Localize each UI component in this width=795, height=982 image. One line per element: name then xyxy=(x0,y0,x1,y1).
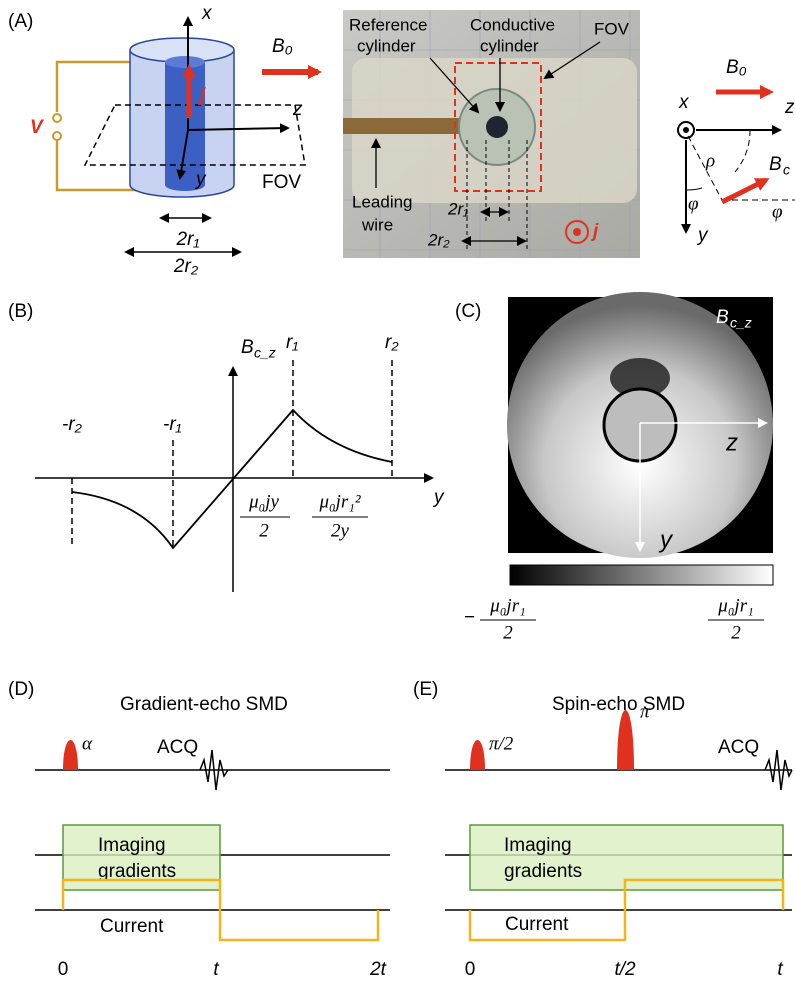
circle-shape xyxy=(53,114,61,122)
current-text: Current xyxy=(100,916,164,937)
title-text: Spin-echo SMD xyxy=(552,694,685,715)
reference-text: cylinder xyxy=(357,36,416,55)
voltage-text: V xyxy=(30,117,44,138)
current-text: Current xyxy=(505,914,569,935)
label-text: (E) xyxy=(413,679,438,700)
circle-shape xyxy=(53,132,61,140)
conductive-text: Conductive xyxy=(470,15,555,34)
line-shape xyxy=(688,136,722,200)
circle-shape xyxy=(683,127,689,133)
r1-text: r₁ xyxy=(286,332,298,353)
rect-shape xyxy=(343,118,473,134)
phi-1-text: φ xyxy=(688,193,699,214)
rect-shape xyxy=(510,565,773,585)
time-ticks-text: 2t xyxy=(369,959,387,980)
den-text: 2 xyxy=(731,622,741,643)
field-text: B₀ xyxy=(726,57,747,78)
field-c-sub-text: c xyxy=(783,162,790,178)
label-text: (D) xyxy=(8,679,34,700)
rho-text: ρ xyxy=(705,150,715,171)
time-ticks-text: t/2 xyxy=(614,959,636,980)
acq-text: ACQ xyxy=(718,737,759,758)
den-text: 2 xyxy=(259,520,269,541)
axis-x-text: x xyxy=(678,92,690,113)
line-shape xyxy=(722,180,766,202)
fov-text: FOV xyxy=(594,19,630,38)
axis-z-text: z xyxy=(292,99,303,120)
title-text: Gradient-echo SMD xyxy=(120,694,288,715)
num-text: μ₀jr₁ xyxy=(489,595,525,616)
field-c-text: B xyxy=(769,154,782,175)
path-shape xyxy=(470,740,485,770)
num-text: μ₀jr₁² xyxy=(318,491,360,512)
label-text: (C) xyxy=(455,301,481,322)
figure: (A) V x z y j FOV 2r₁ 2r₂ B₀ Reference c… xyxy=(0,0,795,982)
num-text: μ₀jr₁ xyxy=(717,595,753,616)
r2-text: r₂ xyxy=(385,332,399,353)
label-text: (A) xyxy=(8,11,33,32)
phi-2-text: φ xyxy=(772,201,783,222)
pulses-text: π xyxy=(640,701,650,722)
time-ticks-text: t xyxy=(213,959,219,980)
wire-text: Leading xyxy=(352,192,413,211)
path-shape xyxy=(63,740,78,770)
axis-z-text: z xyxy=(725,429,738,456)
fov-text: FOV xyxy=(262,172,301,193)
time-ticks-text: t xyxy=(777,959,783,980)
outer-diameter-text: 2r₂ xyxy=(427,230,450,249)
pulse-text: α xyxy=(82,733,93,754)
neg-r2-text: -r₂ xyxy=(62,414,83,435)
den-text: 2 xyxy=(503,622,513,643)
y-label-sub-text: c_z xyxy=(254,345,276,361)
time-ticks-text: 0 xyxy=(58,959,69,980)
field-text: B₀ xyxy=(272,36,293,57)
inner-diameter-text: 2r₁ xyxy=(447,199,468,218)
axis-y-text: y xyxy=(658,526,674,553)
gradients-text: gradients xyxy=(504,861,582,882)
axis-y-text: y xyxy=(696,225,709,246)
y-label-text: B xyxy=(241,337,254,358)
axis-x-text: x xyxy=(201,3,213,24)
den-text: 2y xyxy=(331,520,350,541)
time-ticks-text: 0 xyxy=(465,959,476,980)
circle-shape xyxy=(486,116,508,138)
num-text: μ₀jy xyxy=(248,491,279,512)
gradients-text: Imaging xyxy=(504,835,572,856)
map-label-text: B xyxy=(716,307,729,328)
axis-z-text: z xyxy=(784,97,795,118)
x-label-text: y xyxy=(432,487,445,508)
map-label-sub-text: c_z xyxy=(730,315,752,331)
label-text: (B) xyxy=(8,301,33,322)
axis-y-text: y xyxy=(194,169,207,190)
conductive-text: cylinder xyxy=(480,36,539,55)
circle-shape xyxy=(573,228,581,236)
inner-diameter-text: 2r₁ xyxy=(176,229,200,250)
reference-text: Reference xyxy=(349,15,427,34)
acq-text: ACQ xyxy=(157,737,198,758)
outer-diameter-text: 2r₂ xyxy=(173,256,199,277)
path-shape xyxy=(735,130,750,172)
wire-text: wire xyxy=(361,215,393,234)
gradients-text: Imaging xyxy=(98,835,166,856)
pulses-text: π/2 xyxy=(489,733,514,754)
neg-r1-text: -r₁ xyxy=(163,414,182,435)
ellipse-shape xyxy=(165,56,205,68)
path-shape xyxy=(617,710,634,770)
sign-text: − xyxy=(464,607,475,628)
path-shape xyxy=(686,188,702,190)
